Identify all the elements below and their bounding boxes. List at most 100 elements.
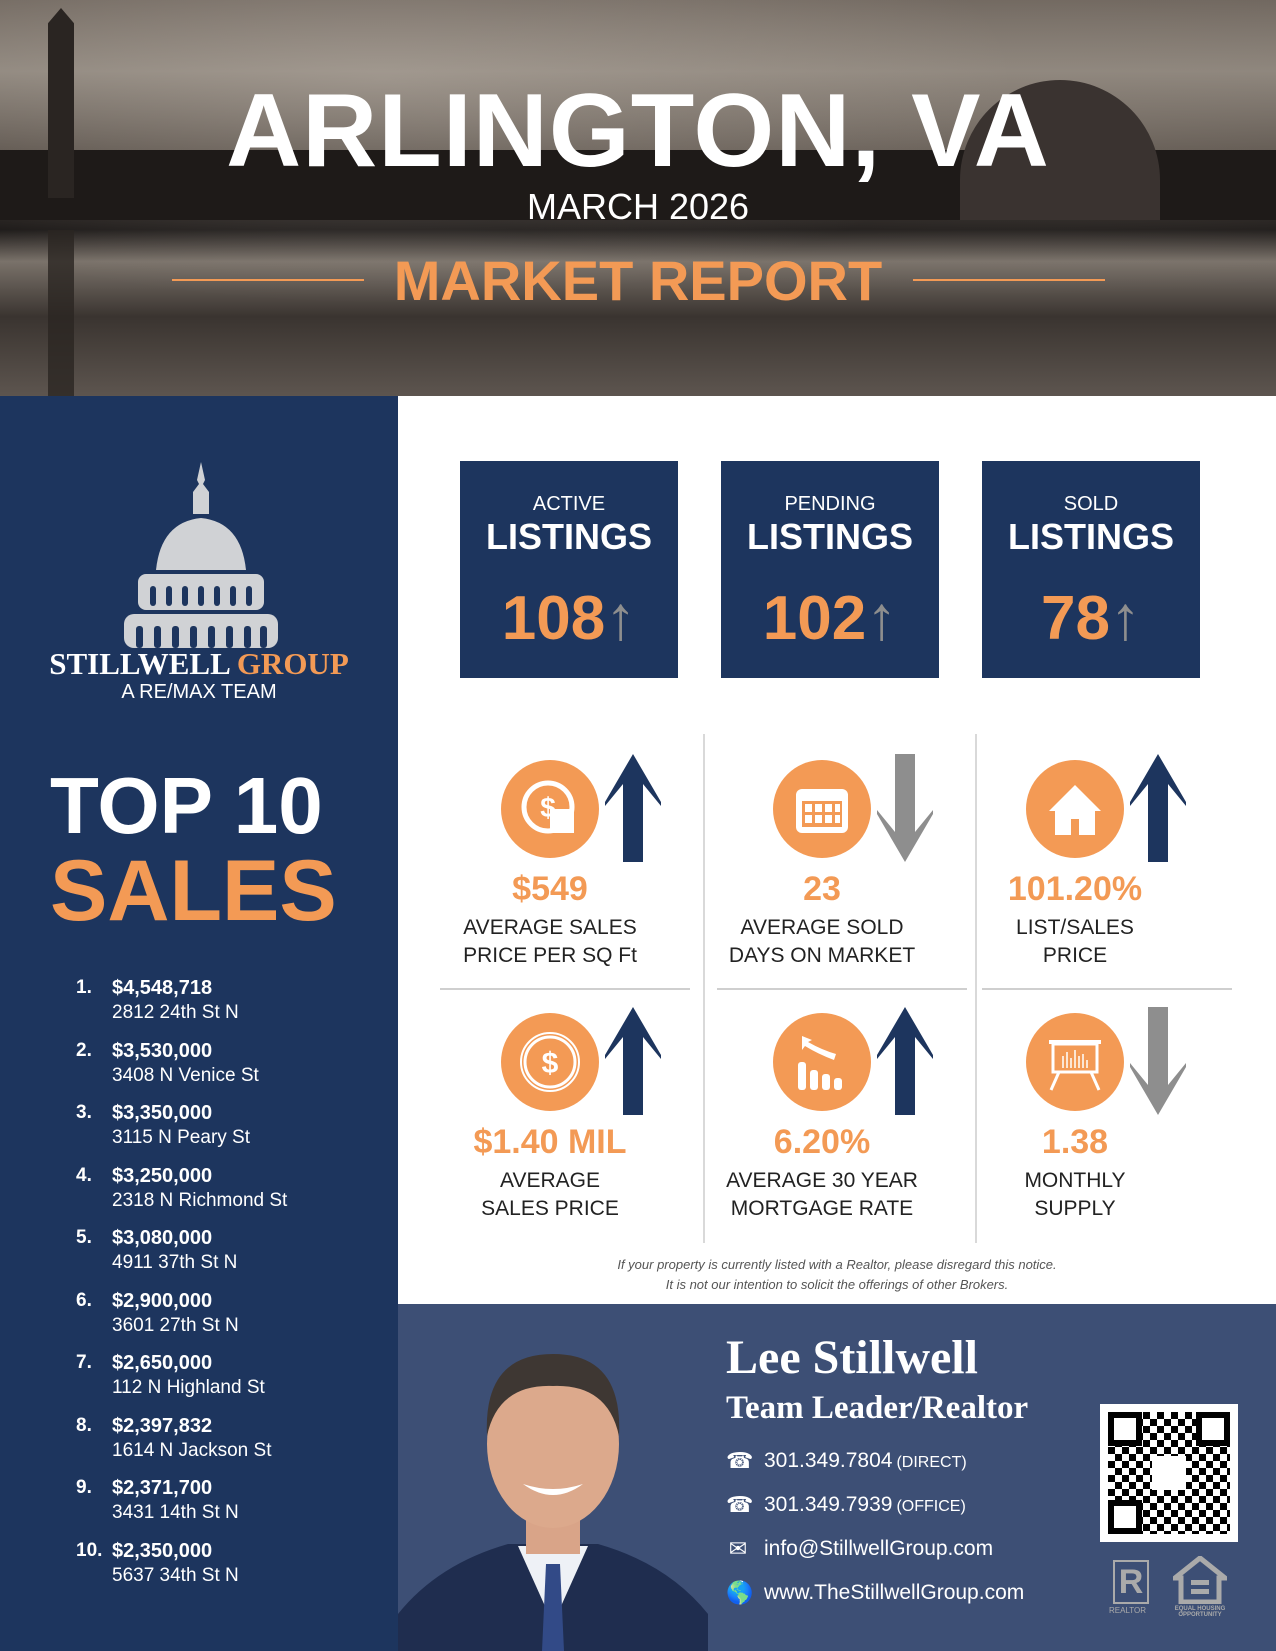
column-divider — [975, 734, 977, 1243]
monument-reflection — [48, 230, 74, 396]
globe-icon: 🌎 — [726, 1580, 754, 1605]
trend-up-arrow-icon — [877, 1007, 933, 1115]
top-sales-title: TOP 10 — [50, 761, 323, 850]
sale-rank: 2. — [76, 1039, 92, 1061]
sale-item: 5. $3,080,000 4911 37th St N — [0, 1227, 398, 1287]
stat-dollar-coin: $ $1.40 MIL AVERAGE SALES PRICE — [425, 987, 675, 1237]
stat-value: 6.20% — [773, 1123, 871, 1161]
disclaimer-line-1: If your property is currently listed wit… — [617, 1257, 1057, 1272]
contact-text: 301.349.7804 (DIRECT) — [764, 1449, 967, 1473]
sale-item: 4. $3,250,000 2318 N Richmond St — [0, 1165, 398, 1225]
listing-title: LISTINGS — [485, 516, 652, 557]
divider-line — [172, 279, 364, 281]
listing-count-row: 78↑ — [982, 583, 1200, 654]
realtor-logo-icon: R — [1113, 1560, 1149, 1604]
brand-name-accent: GROUP — [236, 646, 349, 681]
listing-count: 102 — [762, 584, 867, 653]
sale-item: 1. $4,548,718 2812 24th St N — [0, 977, 398, 1037]
sale-rank: 4. — [76, 1164, 92, 1186]
dollar-coin-icon: $ — [501, 1013, 599, 1111]
trend-up-arrow-icon: ↑ — [1109, 584, 1141, 653]
stat-presentation-board: 1.38 MONTHLY SUPPLY — [950, 987, 1200, 1237]
listing-title: LISTINGS — [746, 516, 913, 557]
stat-label-line-1: AVERAGE 30 YEAR — [726, 1169, 918, 1192]
sale-address: 4911 37th St N — [112, 1252, 238, 1273]
sale-rank: 9. — [76, 1477, 92, 1498]
stat-chart-trend: 6.20% AVERAGE 30 YEAR MORTGAGE RATE — [697, 987, 947, 1237]
contact-text: info@StillwellGroup.com — [764, 1537, 993, 1561]
equal-housing-icon — [1173, 1556, 1227, 1604]
phone-icon: ☎ — [726, 1492, 754, 1517]
svg-text:$: $ — [542, 1047, 559, 1080]
sale-rank: 6. — [76, 1289, 92, 1311]
stat-label-line-1: AVERAGE SALES — [463, 916, 637, 939]
divider-line — [913, 279, 1105, 281]
sale-price: $2,650,000 — [112, 1352, 213, 1374]
report-subtitle: MARKET REPORT — [393, 249, 883, 312]
contact-phone[interactable]: ☎ 301.349.7804 (DIRECT) — [726, 1448, 967, 1474]
stat-label-line-2: PRICE — [1042, 944, 1108, 967]
contact-text: 301.349.7939 (OFFICE) — [764, 1493, 966, 1517]
sale-price: $3,350,000 — [112, 1102, 213, 1124]
stat-house: 101.20% LIST/SALES PRICE — [950, 734, 1200, 984]
stat-value: 1.38 — [1041, 1123, 1109, 1161]
stat-price-per-sqft: $ $549 AVERAGE SALES PRICE PER SQ Ft — [425, 734, 675, 984]
sale-item: 10. $2,350,000 5637 34th St N — [0, 1540, 398, 1600]
city-title: ARLINGTON, VA — [226, 73, 1050, 189]
stat-label-line-2: DAYS ON MARKET — [728, 944, 916, 967]
brand-tagline: A RE/MAX TEAM — [121, 681, 277, 703]
sale-address: 5637 34th St N — [112, 1564, 239, 1586]
contact-value: www.TheStillwellGroup.com — [764, 1581, 1025, 1604]
disclaimer-line-2: It is not our intention to solicit the o… — [665, 1277, 1009, 1292]
sale-address: 3431 14th St N — [112, 1502, 239, 1523]
column-divider — [703, 734, 705, 1243]
header-banner: ARLINGTON, VA MARCH 2026 MARKET REPORT — [0, 0, 1276, 396]
sale-item: 2. $3,530,000 3408 N Venice St — [0, 1040, 398, 1100]
trend-down-arrow-icon — [877, 754, 933, 862]
house-icon — [1026, 760, 1124, 858]
stat-label-line-1: MONTHLY — [1024, 1169, 1126, 1192]
top-sales-panel: STILLWELL GROUP A RE/MAX TEAM TOP 10 SAL… — [0, 396, 398, 1651]
listing-kind: PENDING — [784, 493, 876, 515]
contact-value: 301.349.7939 — [764, 1493, 893, 1516]
stat-label-line-1: AVERAGE SOLD — [740, 916, 904, 939]
stat-value: $549 — [512, 870, 588, 908]
sale-price: $3,080,000 — [112, 1227, 213, 1249]
listing-count: 108 — [501, 584, 606, 653]
row-divider — [717, 988, 967, 990]
sale-address: 3408 N Venice St — [112, 1064, 259, 1086]
contact-value: 301.349.7804 — [764, 1449, 893, 1472]
equal-housing-label: EQUAL HOUSING OPPORTUNITY — [1174, 1606, 1226, 1618]
calendar-icon — [773, 760, 871, 858]
listing-box-sold: SOLD LISTINGS 78↑ — [982, 461, 1200, 678]
sale-rank: 7. — [76, 1352, 92, 1373]
phone-icon: ☎ — [726, 1448, 754, 1473]
sale-address: 112 N Highland St — [112, 1377, 265, 1398]
capitol-dome-logo — [124, 462, 278, 648]
sale-item: 7. $2,650,000 112 N Highland St — [0, 1352, 398, 1412]
listing-title: LISTINGS — [1007, 516, 1174, 557]
sale-rank: 10. — [76, 1539, 103, 1561]
sale-address: 3115 N Peary St — [112, 1127, 251, 1148]
sale-price: $3,250,000 — [112, 1164, 213, 1187]
mail-icon: ✉ — [728, 1536, 748, 1561]
contact-phone[interactable]: ☎ 301.349.7939 (OFFICE) — [726, 1492, 966, 1518]
sale-address: 1614 N Jackson St — [112, 1439, 272, 1461]
sale-price: $2,397,832 — [112, 1414, 213, 1437]
stat-value: $1.40 MIL — [473, 1123, 627, 1161]
sale-address: 2812 24th St N — [112, 1002, 239, 1023]
realtor-label: REALTOR — [1109, 1606, 1147, 1615]
contact-note: (DIRECT) — [896, 1454, 967, 1471]
agent-panel: Lee Stillwell Team Leader/Realtor ☎ 301.3… — [398, 1304, 1276, 1651]
top-sales-subtitle: SALES — [50, 843, 337, 939]
qr-code[interactable] — [1100, 1404, 1238, 1542]
contact-mail[interactable]: ✉ info@StillwellGroup.com — [726, 1536, 993, 1562]
sale-rank: 8. — [76, 1414, 92, 1436]
stat-label-line-1: AVERAGE — [500, 1169, 600, 1192]
stat-calendar: 23 AVERAGE SOLD DAYS ON MARKET — [697, 734, 947, 984]
sale-price: $4,548,718 — [112, 977, 213, 999]
agent-title: Team Leader/Realtor — [726, 1390, 1029, 1426]
contact-globe[interactable]: 🌎 www.TheStillwellGroup.com — [726, 1580, 1024, 1606]
stat-label-line-1: LIST/SALES — [1016, 916, 1134, 939]
listing-box-pending: PENDING LISTINGS 102↑ — [721, 461, 939, 678]
